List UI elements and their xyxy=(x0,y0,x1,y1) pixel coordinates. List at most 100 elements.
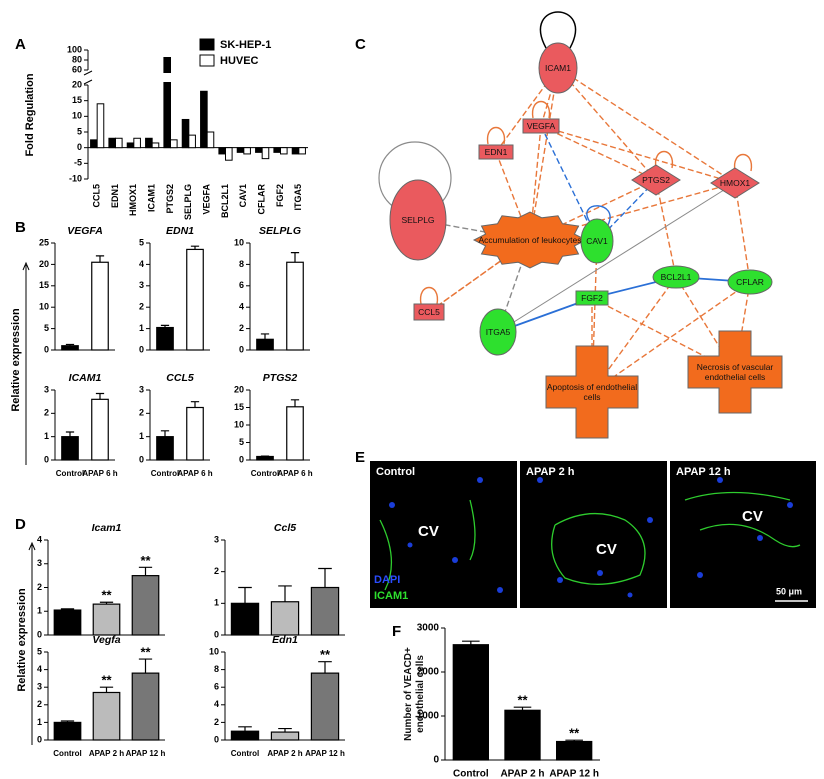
bar xyxy=(225,147,233,161)
y-tick-label: 25 xyxy=(39,237,49,247)
legend-swatch xyxy=(199,54,215,67)
node xyxy=(631,164,681,196)
y-tick-label: 3 xyxy=(139,280,144,290)
node-label: ITGA5 xyxy=(485,327,511,337)
bar xyxy=(156,326,174,351)
bar xyxy=(170,139,178,149)
error-bar xyxy=(99,686,114,693)
x-tick-label: EDN1 xyxy=(110,184,120,208)
y-tick-label: 1 xyxy=(214,598,219,608)
self-loop xyxy=(419,287,439,305)
y-tick-label: 4 xyxy=(214,699,219,709)
bar xyxy=(181,118,190,149)
x-tick-label: Control xyxy=(151,469,179,478)
x-tick-label: PTGS2 xyxy=(165,184,175,214)
panel-label: A xyxy=(15,36,26,53)
bar xyxy=(91,261,109,351)
bar xyxy=(145,137,153,149)
x-tick-label: CCL5 xyxy=(92,184,102,208)
y-tick-label: 3000 xyxy=(417,623,440,634)
y-tick-label: 1 xyxy=(139,431,144,441)
x-tick-label: APAP 2 h xyxy=(89,749,124,758)
y-tick-label: 0 xyxy=(139,344,144,354)
panel-label: F xyxy=(392,623,401,640)
y-axis-label: Relative expression xyxy=(16,588,28,692)
legend-swatch xyxy=(199,38,215,51)
significance-label: ** xyxy=(101,588,112,603)
y-tick-label: 4 xyxy=(239,302,244,312)
significance-label: ** xyxy=(569,726,580,741)
node-label: Accumulation of leukocytes xyxy=(478,235,582,245)
y-tick-label: 60 xyxy=(72,64,82,74)
axis-break-gap xyxy=(82,73,308,82)
error-bar xyxy=(238,726,252,732)
chart-title: EDN1 xyxy=(166,225,194,237)
x-tick-label: BCL2L1 xyxy=(220,184,230,218)
y-tick-label: 2 xyxy=(37,582,42,592)
panel-label: D xyxy=(15,516,26,533)
error-bar xyxy=(238,586,252,604)
node-label: FGF2 xyxy=(581,293,603,303)
y-tick-label: 2 xyxy=(214,717,219,727)
error-bar xyxy=(190,401,200,408)
bar xyxy=(131,575,160,636)
bar xyxy=(236,147,245,153)
chart-title: CCL5 xyxy=(166,372,194,384)
node xyxy=(479,308,517,356)
x-tick-label: APAP 6 h xyxy=(277,469,312,478)
bar xyxy=(92,603,121,636)
bar xyxy=(230,602,260,636)
y-tick-label: 1000 xyxy=(417,711,440,722)
axis-break-mark xyxy=(83,79,93,85)
y-tick-label: 15 xyxy=(72,95,82,105)
edge xyxy=(540,125,598,242)
micrograph-title: Control xyxy=(376,466,415,478)
x-tick-label: APAP 2 h xyxy=(500,769,544,779)
chart-title: PTGS2 xyxy=(263,372,298,384)
node xyxy=(687,330,783,414)
y-tick-label: 2 xyxy=(37,699,42,709)
self-loop xyxy=(586,205,611,226)
micrograph-title: APAP 2 h xyxy=(526,466,575,478)
x-tick-label: Control xyxy=(53,749,81,758)
x-tick-label: Control xyxy=(56,469,84,478)
y-tick-label: 20 xyxy=(72,79,82,89)
y-tick-label: 8 xyxy=(214,664,219,674)
y-tick-label: 15 xyxy=(234,402,244,412)
bar xyxy=(206,131,215,149)
node-label: Apoptosis of endothelial cells xyxy=(546,382,638,402)
x-tick-label: Control xyxy=(251,469,279,478)
chart-title: SELPLG xyxy=(259,225,301,237)
error-bar xyxy=(565,739,583,742)
y-tick-label: 0 xyxy=(44,454,49,464)
y-tick-label: 5 xyxy=(37,646,42,656)
significance-label: ** xyxy=(101,673,112,688)
y-tick-label: 0 xyxy=(214,629,219,639)
micrograph-panels xyxy=(370,461,816,608)
node-label: ICAM1 xyxy=(545,63,571,73)
bar xyxy=(291,147,300,155)
significance-label: ** xyxy=(320,647,331,662)
y-tick-label: -10 xyxy=(69,173,82,183)
network-nodes xyxy=(389,42,783,439)
panel-label: B xyxy=(15,219,26,236)
y-tick-label: 0 xyxy=(44,344,49,354)
bar xyxy=(256,338,274,351)
bar xyxy=(108,137,117,149)
significance-label: ** xyxy=(517,693,528,708)
error-bar xyxy=(290,252,300,263)
error-bar xyxy=(260,333,270,340)
node-label: Necrosis of vascular endothelial cells xyxy=(696,362,774,382)
bar xyxy=(115,137,123,149)
edge xyxy=(596,179,657,242)
y-tick-label: 2 xyxy=(214,566,219,576)
nuclei xyxy=(389,477,793,598)
node-label: EDN1 xyxy=(484,147,508,157)
bar xyxy=(504,709,541,761)
node-label: SELPLG xyxy=(401,215,435,225)
y-tick-label: 0 xyxy=(239,344,244,354)
x-tick-label: APAP 12 h xyxy=(305,749,345,758)
edge xyxy=(529,67,559,241)
error-bar xyxy=(318,567,332,588)
